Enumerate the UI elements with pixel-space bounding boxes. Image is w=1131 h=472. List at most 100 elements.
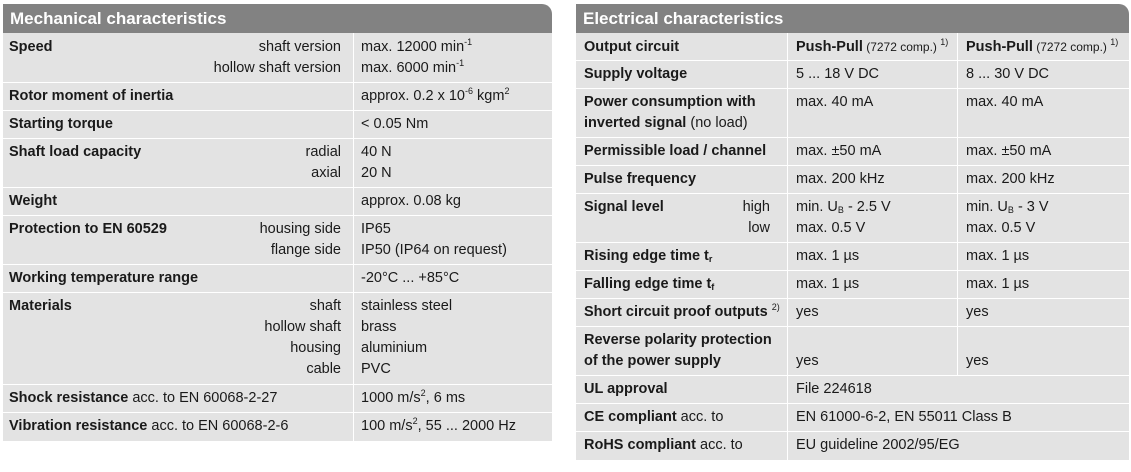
reverse-polarity-col1: yes (796, 353, 819, 369)
power-consumption-col1: max. 40 mA (796, 94, 874, 110)
permissible-load-col1: max. ±50 mA (796, 143, 882, 159)
reverse-polarity-row: Reverse polarity protection of the power… (576, 327, 1129, 376)
signal-level-col2-low: max. 0.5 V (966, 220, 1036, 236)
materials-label: Materials (9, 298, 72, 314)
shaft-load-row: Shaft load capacity radial 40 N axial 20… (3, 139, 552, 188)
short-circuit-col1: yes (796, 304, 819, 320)
starting-torque-label: Starting torque (9, 116, 113, 132)
materials-row: Materials shaft stainless steel hollow s… (3, 293, 552, 385)
speed-row: Speed shaft version max. 12000 min-1 hol… (3, 33, 552, 83)
weight-label: Weight (9, 193, 58, 209)
speed-sub-hollow: hollow shaft version (213, 60, 341, 76)
reverse-polarity-col2: yes (966, 353, 989, 369)
shaft-load-label: Shaft load capacity (9, 144, 142, 160)
signal-level-col1-low: max. 0.5 V (796, 220, 866, 236)
short-circuit-col2: yes (966, 304, 989, 320)
permissible-load-col2: max. ±50 mA (966, 143, 1052, 159)
materials-sub-cable: cable (306, 361, 341, 377)
falling-edge-label: Falling edge time tf (584, 276, 715, 292)
materials-sub-hollow: hollow shaft (264, 319, 341, 335)
ul-approval-label: UL approval (584, 381, 668, 397)
permissible-load-row: Permissible load / channel max. ±50 mA m… (576, 138, 1129, 166)
signal-level-col1-high: min. UB - 2.5 V (796, 199, 891, 215)
shaft-load-value-radial: 40 N (361, 144, 392, 160)
protection-value-flange: IP50 (IP64 on request) (361, 242, 507, 258)
signal-level-row: Signal level high low min. UB - 2.5 V ma… (576, 194, 1129, 243)
speed-label: Speed (9, 39, 53, 55)
rotor-inertia-label: Rotor moment of inertia (9, 88, 174, 104)
protection-value-housing: IP65 (361, 221, 391, 237)
power-consumption-col2: max. 40 mA (966, 94, 1044, 110)
pulse-frequency-row: Pulse frequency max. 200 kHz max. 200 kH… (576, 166, 1129, 194)
shaft-load-value-axial: 20 N (361, 165, 392, 181)
falling-edge-row: Falling edge time tf max. 1 µs max. 1 µs (576, 271, 1129, 299)
materials-value-shaft: stainless steel (361, 298, 453, 314)
materials-sub-housing: housing (290, 340, 341, 356)
shaft-load-sub-axial: axial (311, 165, 341, 181)
falling-edge-col2: max. 1 µs (966, 276, 1030, 292)
materials-value-housing: aluminium (361, 340, 428, 356)
supply-voltage-col1: 5 ... 18 V DC (796, 66, 880, 82)
output-circuit-row: Output circuit Push-Pull (7272 comp.) 1)… (576, 33, 1129, 61)
vibration-value: 100 m/s2, 55 ... 2000 Hz (361, 416, 516, 435)
vibration-label: Vibration resistance acc. to EN 60068-2-… (9, 418, 289, 434)
rising-edge-col2: max. 1 µs (966, 248, 1030, 264)
shaft-load-sub-radial: radial (305, 144, 341, 160)
output-circuit-label: Output circuit (584, 39, 680, 55)
materials-sub-shaft: shaft (309, 298, 341, 314)
ul-approval-row: UL approval File 224618 (576, 376, 1129, 404)
reverse-polarity-label: Reverse polarity protection (584, 332, 772, 348)
signal-level-col2-high: min. UB - 3 V (966, 199, 1049, 215)
supply-voltage-col2: 8 ... 30 V DC (966, 66, 1050, 82)
mechanical-header: Mechanical characteristics (3, 4, 552, 33)
rising-edge-label: Rising edge time tr (584, 248, 713, 264)
mechanical-characteristics-table: Mechanical characteristics Speed shaft v… (3, 4, 552, 441)
rotor-inertia-row: Rotor moment of inertia approx. 0.2 x 10… (3, 83, 552, 111)
shock-value: 1000 m/s2, 6 ms (361, 388, 466, 407)
temperature-value: -20°C ... +85°C (361, 270, 460, 286)
speed-value-shaft: max. 12000 min-1 (361, 37, 473, 56)
electrical-header: Electrical characteristics (576, 4, 1129, 33)
protection-row: Protection to EN 60529 housing side IP65… (3, 216, 552, 265)
starting-torque-row: Starting torque < 0.05 Nm (3, 111, 552, 139)
pulse-frequency-col1: max. 200 kHz (796, 171, 885, 187)
materials-value-cable: PVC (361, 361, 391, 377)
rohs-compliant-row: RoHS compliant acc. to EU guideline 2002… (576, 432, 1129, 460)
power-consumption-row: Power consumption with inverted signal (… (576, 89, 1129, 138)
short-circuit-label: Short circuit proof outputs 2) (584, 302, 780, 321)
supply-voltage-label: Supply voltage (584, 66, 688, 82)
ce-compliant-label: CE compliant acc. to (584, 409, 724, 425)
rising-edge-row: Rising edge time tr max. 1 µs max. 1 µs (576, 243, 1129, 271)
falling-edge-col1: max. 1 µs (796, 276, 860, 292)
ce-compliant-value: EN 61000-6-2, EN 55011 Class B (796, 409, 1012, 425)
starting-torque-value: < 0.05 Nm (361, 116, 429, 132)
rotor-inertia-value: approx. 0.2 x 10-6 kgm2 (361, 86, 510, 105)
temperature-label: Working temperature range (9, 270, 199, 286)
shock-row: Shock resistance acc. to EN 60068-2-27 1… (3, 385, 552, 413)
permissible-load-label: Permissible load / channel (584, 143, 767, 159)
rising-edge-col1: max. 1 µs (796, 248, 860, 264)
weight-row: Weight approx. 0.08 kg (3, 188, 552, 216)
protection-sub-housing: housing side (259, 221, 341, 237)
pulse-frequency-label: Pulse frequency (584, 171, 697, 187)
output-circuit-col2: Push-Pull (7272 comp.) 1) (966, 37, 1119, 56)
rohs-compliant-value: EU guideline 2002/95/EG (796, 437, 960, 453)
power-consumption-label: Power consumption with (584, 94, 756, 110)
temperature-row: Working temperature range -20°C ... +85°… (3, 265, 552, 293)
electrical-characteristics-table: Electrical characteristics Output circui… (576, 4, 1129, 460)
speed-sub-shaft: shaft version (258, 39, 341, 55)
signal-level-sub-high: high (742, 199, 770, 215)
short-circuit-row: Short circuit proof outputs 2) yes yes (576, 299, 1129, 327)
protection-sub-flange: flange side (270, 242, 341, 258)
pulse-frequency-col2: max. 200 kHz (966, 171, 1055, 187)
supply-voltage-row: Supply voltage 5 ... 18 V DC 8 ... 30 V … (576, 61, 1129, 89)
shock-label: Shock resistance acc. to EN 60068-2-27 (9, 390, 278, 406)
protection-label: Protection to EN 60529 (9, 221, 167, 237)
vibration-row: Vibration resistance acc. to EN 60068-2-… (3, 413, 552, 441)
weight-value: approx. 0.08 kg (361, 193, 461, 209)
materials-value-hollow: brass (361, 319, 397, 335)
signal-level-sub-low: low (748, 220, 770, 236)
rohs-compliant-label: RoHS compliant acc. to (584, 437, 743, 453)
ul-approval-value: File 224618 (796, 381, 872, 397)
power-consumption-label-2: inverted signal (no load) (584, 115, 748, 131)
